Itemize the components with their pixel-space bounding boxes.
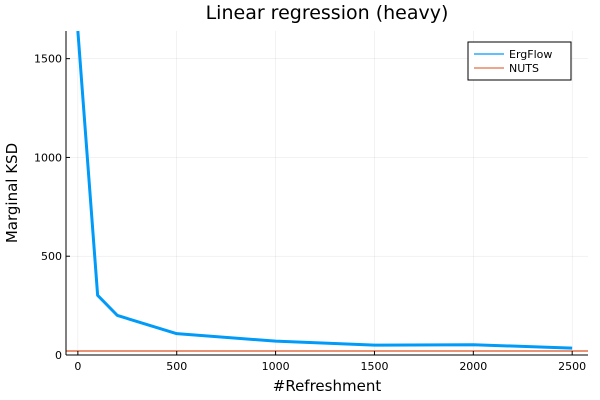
series-layer — [66, 30, 588, 352]
legend-label-ergflow: ErgFlow — [509, 48, 552, 61]
y-tick-label: 1500 — [34, 53, 62, 66]
series-line-ergflow — [76, 30, 573, 350]
ticks: 0 500 1000 1500 2000 2500 0 500 1000 1500 — [34, 53, 586, 373]
y-tick-label: 500 — [41, 250, 62, 263]
x-tick-label: 0 — [74, 360, 81, 373]
legend-box — [467, 41, 572, 81]
x-tick-label: 500 — [166, 360, 187, 373]
legend-label-nuts: NUTS — [509, 62, 539, 75]
y-tick-label: 1000 — [34, 151, 62, 164]
x-tick-label: 1500 — [360, 360, 388, 373]
x-axis-label: #Refreshment — [273, 377, 382, 395]
x-tick-label: 2500 — [558, 360, 586, 373]
x-tick-label: 1000 — [262, 360, 290, 373]
y-tick-label: 0 — [55, 349, 62, 362]
chart-title: Linear regression (heavy) — [206, 2, 449, 24]
axes — [65, 31, 588, 356]
y-axis-label: Marginal KSD — [3, 143, 21, 243]
x-tick-label: 2000 — [459, 360, 487, 373]
